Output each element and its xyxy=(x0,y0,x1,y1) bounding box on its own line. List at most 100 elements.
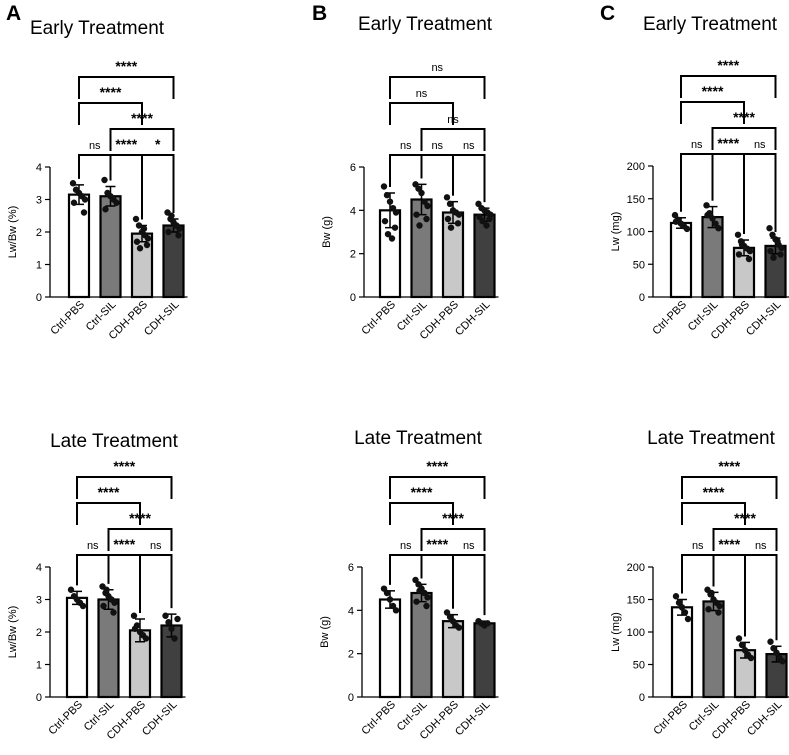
y-tick-label: 3 xyxy=(36,195,42,207)
data-point-cdh-pbs xyxy=(741,647,749,654)
data-point-ctrl-sil xyxy=(709,215,716,222)
y-tick-label: 200 xyxy=(627,161,645,173)
y-tick-label: 3 xyxy=(36,595,42,607)
data-point-cdh-sil xyxy=(770,254,777,261)
y-tick-label: 100 xyxy=(627,627,645,639)
data-point-cdh-sil xyxy=(770,645,777,652)
data-point-ctrl-sil xyxy=(712,220,719,227)
data-point-ctrl-sil xyxy=(416,587,423,595)
y-tick-label: 4 xyxy=(36,562,42,574)
x-tick-label-cdh-sil: CDH-SIL xyxy=(453,699,493,739)
data-point-cdh-pbs xyxy=(142,635,150,642)
data-point-ctrl-pbs xyxy=(69,180,77,187)
data-point-cdh-pbs xyxy=(746,247,754,255)
data-point-cdh-sil xyxy=(778,244,785,252)
significance-label: ns xyxy=(150,540,162,552)
y-tick-label: 4 xyxy=(348,605,354,617)
data-point-ctrl-sil xyxy=(418,189,425,197)
significance-bracket xyxy=(139,554,173,613)
significance-bracket xyxy=(420,528,486,551)
data-point-ctrl-sil xyxy=(715,609,722,616)
data-point-ctrl-pbs xyxy=(70,199,78,206)
data-point-cdh-sil xyxy=(773,649,780,656)
data-point-ctrl-pbs xyxy=(79,602,87,610)
x-tick-label-cdh-sil: CDH-SIL xyxy=(142,299,182,339)
y-axis-label: Lw/Bw (%) xyxy=(7,606,19,659)
data-point-cdh-sil xyxy=(769,231,776,238)
data-point-ctrl-pbs xyxy=(683,225,691,233)
significance-bracket xyxy=(681,502,746,525)
data-point-cdh-pbs xyxy=(455,624,463,631)
bar-ctrl-pbs xyxy=(67,193,91,299)
data-point-ctrl-pbs xyxy=(383,191,391,199)
data-point-cdh-pbs xyxy=(735,251,743,258)
data-point-ctrl-pbs xyxy=(392,607,400,614)
y-tick-label: 0 xyxy=(639,292,645,304)
significance-bracket xyxy=(389,102,454,125)
x-tick-label-ctrl-pbs: Ctrl-PBS xyxy=(651,699,690,738)
x-tick-label-ctrl-pbs: Ctrl-PBS xyxy=(48,299,87,338)
significance-label: ns xyxy=(463,140,475,152)
y-tick-label: 150 xyxy=(627,194,645,206)
bar-ctrl-pbs xyxy=(65,596,89,699)
panel-label-c: C xyxy=(600,2,615,25)
data-point-cdh-pbs xyxy=(443,194,451,201)
significance-bracket xyxy=(420,154,454,196)
data-point-cdh-sil xyxy=(486,215,493,223)
chart-title: Late Treatment xyxy=(647,428,776,449)
data-point-ctrl-pbs xyxy=(675,599,683,606)
y-tick-label: 50 xyxy=(633,660,645,672)
data-point-ctrl-sil xyxy=(705,606,712,613)
data-point-ctrl-sil xyxy=(100,602,107,610)
significance-label: **** xyxy=(411,484,433,500)
significance-label: ns xyxy=(400,540,412,552)
data-point-ctrl-pbs xyxy=(681,609,689,616)
y-tick-label: 1 xyxy=(36,260,42,272)
data-point-ctrl-sil xyxy=(102,206,109,213)
data-point-cdh-pbs xyxy=(135,222,143,229)
significance-label: ns xyxy=(691,139,703,151)
data-point-cdh-pbs xyxy=(132,215,140,223)
significance-label: **** xyxy=(113,458,135,474)
significance-bracket xyxy=(141,154,175,220)
data-point-cdh-sil xyxy=(767,247,774,255)
significance-label: ns xyxy=(416,88,428,100)
data-point-ctrl-pbs xyxy=(672,218,680,225)
significance-label: **** xyxy=(426,536,448,552)
significance-bracket xyxy=(109,128,175,151)
significance-bracket xyxy=(389,476,486,499)
y-tick-label: 100 xyxy=(627,227,645,239)
significance-label: **** xyxy=(717,135,739,151)
significance-bracket xyxy=(76,502,141,525)
data-point-ctrl-pbs xyxy=(672,593,680,600)
y-tick-label: 200 xyxy=(627,562,645,574)
y-tick-label: 2 xyxy=(350,249,356,261)
data-point-cdh-pbs xyxy=(455,211,463,218)
data-point-ctrl-pbs xyxy=(383,589,391,597)
significance-label: **** xyxy=(115,58,137,74)
significance-bracket xyxy=(107,528,173,551)
y-tick-label: 2 xyxy=(36,627,42,639)
panel-label-b: B xyxy=(312,2,327,25)
y-axis-label: Lw/Bw (%) xyxy=(7,206,19,259)
data-point-ctrl-pbs xyxy=(81,196,89,203)
significance-bracket xyxy=(78,102,143,125)
significance-label: ns xyxy=(431,62,443,74)
x-tick-label-cdh-sil: CDH-SIL xyxy=(453,299,493,339)
y-tick-label: 2 xyxy=(348,649,354,661)
data-point-ctrl-sil xyxy=(111,599,118,606)
significance-label: **** xyxy=(100,84,122,100)
significance-label: ns xyxy=(87,540,99,552)
data-point-ctrl-sil xyxy=(113,199,120,206)
y-tick-label: 4 xyxy=(350,205,356,217)
bar-cdh-sil xyxy=(473,622,496,699)
significance-label: * xyxy=(155,136,161,152)
data-point-cdh-pbs xyxy=(144,235,152,242)
data-point-cdh-pbs xyxy=(447,224,455,231)
bar-ctrl-sil xyxy=(702,600,725,699)
data-point-ctrl-pbs xyxy=(388,235,396,242)
data-point-ctrl-sil xyxy=(416,222,423,229)
